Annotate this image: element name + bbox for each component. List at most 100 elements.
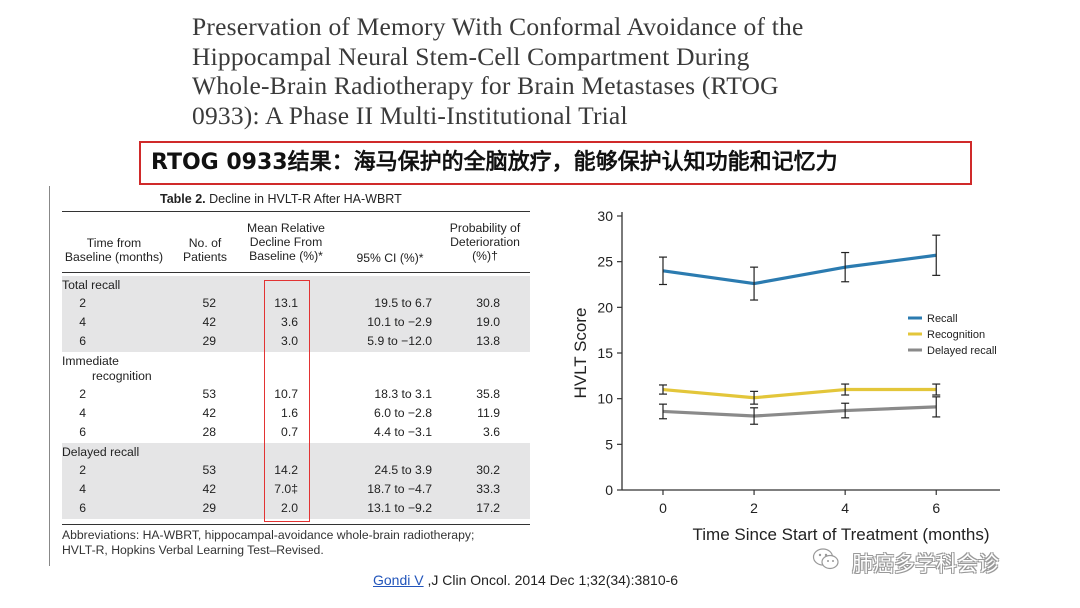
table-cell-ci: 4.4 to −3.1 — [374, 425, 432, 439]
table-cell-time: 6 — [79, 501, 86, 515]
abbrev-line1: Abbreviations: HA-WBRT, hippocampal-avoi… — [62, 528, 475, 542]
paper-title: Preservation of Memory With Conformal Av… — [192, 12, 912, 130]
table-cell-prob: 30.2 — [476, 463, 500, 477]
legend-label-2: Delayed recall — [927, 345, 997, 357]
table-cell-n: 29 — [202, 501, 216, 515]
x-tick-label: 4 — [841, 500, 849, 516]
table-cell-prob: 30.8 — [476, 296, 500, 310]
table-cell-n: 42 — [202, 406, 216, 420]
table-cell-n: 42 — [202, 482, 216, 496]
series-line-0 — [662, 253, 937, 286]
header-ci-line1: 95% CI (%)* — [356, 251, 424, 265]
table-cell-time: 6 — [79, 425, 86, 439]
table-cell-prob: 35.8 — [476, 387, 500, 401]
group-label: Delayed recall — [62, 445, 140, 459]
header-time-line2: Baseline (months) — [64, 250, 164, 264]
legend-label-0: Recall — [927, 313, 958, 325]
table-cell-prob: 33.3 — [476, 482, 500, 496]
table-cell-time: 2 — [79, 296, 86, 310]
table-cell-decline: 14.2 — [274, 463, 298, 477]
result-banner: RTOG 0933结果：海马保护的全脑放疗，能够保护认知功能和记忆力 — [139, 141, 972, 185]
header-time-line1: Time from — [86, 236, 142, 250]
table-cell-prob: 13.8 — [476, 334, 500, 348]
table-top-rule — [62, 211, 530, 212]
citation-journal: ,J Clin Oncol. 2014 Dec 1;32(34):3810-6 — [423, 572, 679, 588]
table-cell-n: 42 — [202, 315, 216, 329]
table-cell-time: 6 — [79, 334, 86, 348]
table-abbreviations: Abbreviations: HA-WBRT, hippocampal-avoi… — [62, 528, 474, 558]
table-cell-ci: 18.3 to 3.1 — [374, 387, 432, 401]
table-cell-prob: 11.9 — [477, 406, 500, 420]
x-axis-label: Time Since Start of Treatment (months) — [693, 525, 990, 544]
watermark-text: 肺癌多学科会诊 — [852, 552, 999, 576]
table-cell-n: 29 — [202, 334, 216, 348]
decline-highlight-box — [264, 280, 310, 522]
table-cell-ci: 10.1 to −2.9 — [367, 315, 432, 329]
table-cell-ci: 18.7 to −4.7 — [367, 482, 432, 496]
table-cell-ci: 19.5 to 6.7 — [374, 296, 432, 310]
citation-author-link[interactable]: Gondi V — [373, 572, 424, 588]
x-tick-label: 0 — [659, 500, 667, 516]
x-tick-label: 2 — [750, 500, 758, 516]
table-cell-ci: 5.9 to −12.0 — [367, 334, 432, 348]
header-patients-line1: No. of — [188, 236, 222, 250]
table-cell-prob: 19.0 — [476, 315, 500, 329]
header-decline-line1: Mean Relative — [247, 221, 325, 235]
series-line-2 — [662, 405, 937, 418]
table-caption-text: Decline in HVLT-R After HA-WBRT — [205, 192, 402, 206]
table-cell-ci: 13.1 to −9.2 — [367, 501, 432, 515]
table-cell-ci: 24.5 to 3.9 — [374, 463, 432, 477]
table-cell-time: 2 — [79, 463, 86, 477]
citation: Gondi V ,J Clin Oncol. 2014 Dec 1;32(34)… — [373, 572, 678, 588]
header-decline: Mean Relative Decline From Baseline (%)* — [240, 221, 332, 263]
y-tick-label: 15 — [597, 345, 613, 361]
table-cell-time: 2 — [79, 387, 86, 401]
x-tick-label: 6 — [932, 500, 940, 516]
title-line-4: 0933): A Phase II Multi-Institutional Tr… — [192, 100, 628, 130]
table-cell-decline: 10.7 — [274, 387, 298, 401]
header-decline-line3: Baseline (%)* — [249, 249, 323, 263]
title-line-1: Preservation of Memory With Conformal Av… — [192, 12, 804, 41]
header-patients: No. of Patients — [170, 236, 240, 264]
table-cell-ci: 6.0 to −2.8 — [374, 406, 432, 420]
table-cell-n: 53 — [202, 463, 216, 477]
series-line-1 — [662, 387, 937, 400]
table-cell-decline: 13.1 — [274, 296, 298, 310]
table-cell-n: 52 — [202, 296, 216, 310]
wechat-icon — [812, 548, 839, 570]
table-bottom-rule — [62, 524, 530, 525]
abbrev-line2: HVLT-R, Hopkins Verbal Learning Test–Rev… — [62, 543, 324, 557]
title-line-2: Hippocampal Neural Stem-Cell Compartment… — [192, 41, 750, 71]
table-cell-decline: 3.0 — [281, 334, 298, 348]
header-decline-line2: Decline From — [249, 235, 323, 249]
y-axis-label: HVLT Score — [571, 307, 590, 398]
y-tick-label: 25 — [597, 254, 613, 270]
group-shade — [62, 443, 530, 519]
group-label: Total recall — [62, 278, 121, 292]
table-cell-time: 4 — [79, 406, 86, 420]
table-cell-n: 53 — [202, 387, 216, 401]
table-header-rule — [62, 272, 530, 273]
legend-label-1: Recognition — [927, 329, 985, 341]
header-ci: 95% CI (%)* — [342, 251, 438, 265]
table-cell-prob: 3.6 — [483, 425, 500, 439]
header-patients-line2: Patients — [182, 250, 228, 264]
banner-prefix: RTOG 0933 — [151, 150, 288, 175]
y-tick-label: 30 — [597, 208, 613, 224]
group-label: recognition — [92, 369, 152, 383]
y-tick-label: 10 — [597, 391, 613, 407]
y-tick-label: 5 — [605, 436, 613, 452]
y-tick-label: 0 — [605, 482, 613, 498]
group-shade — [62, 276, 530, 352]
table-cell-prob: 17.2 — [476, 501, 500, 515]
hvlt-chart: 0 5 10 15 20 25 30 0 2 4 6 Time Since Start of Trea… — [571, 208, 1000, 544]
table-cell-decline: 1.6 — [281, 406, 298, 420]
header-prob-line1: Probability of — [449, 221, 521, 235]
header-prob-line3: (%)† — [472, 249, 498, 263]
header-time: Time from Baseline (months) — [62, 236, 166, 264]
table-cell-time: 4 — [79, 315, 86, 329]
group-label: Immediate — [62, 354, 119, 368]
table-cell-decline: 7.0‡ — [274, 482, 298, 496]
y-tick-label: 20 — [597, 299, 613, 315]
table-caption-label: Table 2. — [160, 192, 206, 206]
